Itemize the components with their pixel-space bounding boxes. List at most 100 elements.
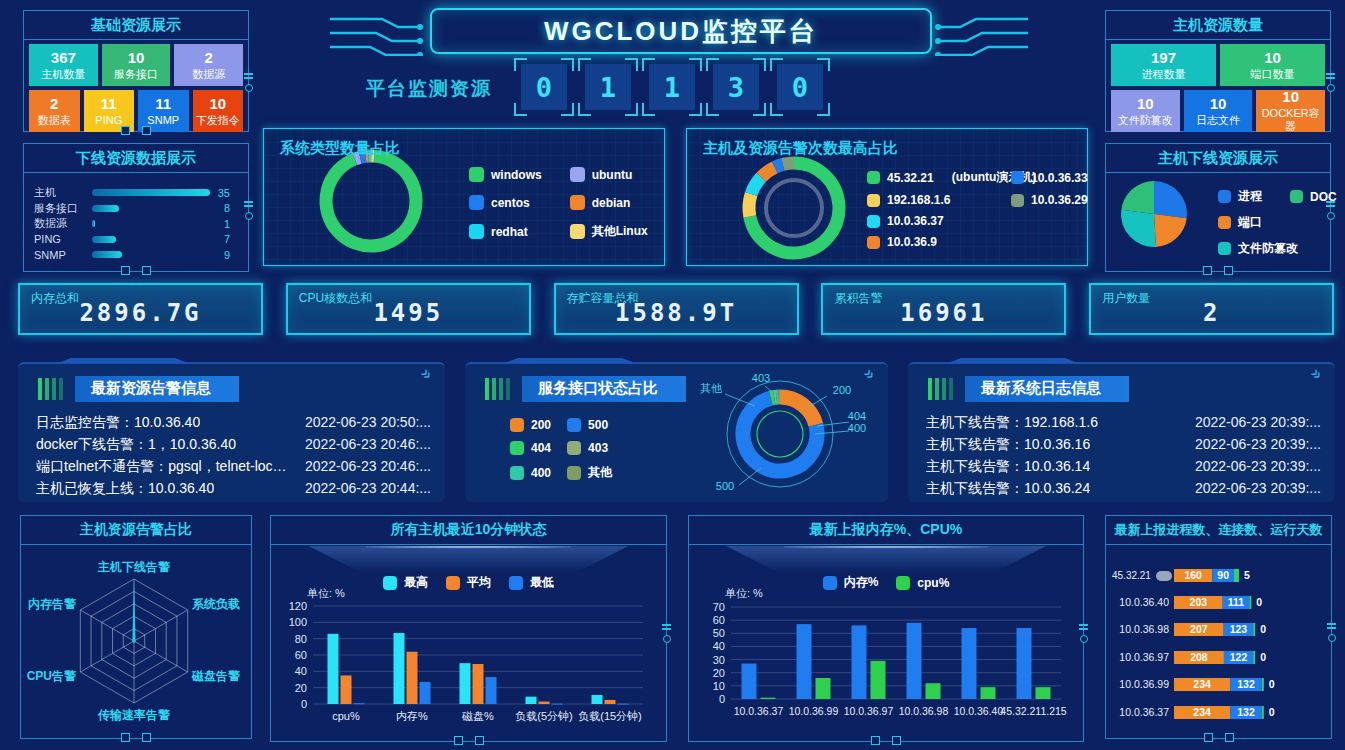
list-item: 端口telnet不通告警：pgsql，telnet-localhost-...2… bbox=[36, 455, 431, 477]
resource-tile: 197进程数量 bbox=[1111, 44, 1216, 86]
legend-item[interactable]: 45.32.21(ubuntu演示机) bbox=[867, 169, 1003, 186]
list-item: 日志监控告警：10.0.36.402022-06-23 20:50:... bbox=[36, 411, 431, 433]
svg-text:122: 122 bbox=[1230, 651, 1248, 663]
knot-decoration bbox=[1079, 624, 1088, 643]
svg-text:内存告警: 内存告警 bbox=[28, 597, 77, 611]
legend-item[interactable]: centos bbox=[469, 195, 542, 210]
legend-item[interactable]: windows bbox=[469, 167, 542, 182]
counter-digit: 1 bbox=[649, 64, 695, 110]
stat-box: 存贮容量总和1588.9T bbox=[554, 283, 799, 335]
stat-box: 用户数量2 bbox=[1089, 283, 1334, 335]
svg-text:CPU告警: CPU告警 bbox=[27, 669, 77, 683]
bottom-squares-decoration bbox=[871, 736, 901, 745]
monitor-resources-label: 平台监测资源 bbox=[366, 76, 492, 102]
svg-text:主机下线告警: 主机下线告警 bbox=[97, 560, 171, 574]
knot-decoration bbox=[1326, 201, 1335, 220]
panel-host-offline: 主机下线资源展示 进程端口文件防篡改DOC bbox=[1105, 143, 1331, 272]
legend-item[interactable]: 10.0.36.29 bbox=[1011, 193, 1088, 207]
green-bars-icon bbox=[928, 378, 953, 400]
svg-text:0: 0 bbox=[1260, 651, 1266, 663]
svg-text:10: 10 bbox=[713, 680, 725, 692]
legend-item[interactable]: 10.0.36.9 bbox=[867, 235, 1003, 249]
knot-decoration bbox=[1327, 623, 1336, 642]
panel-title-badge: 最新系统日志信息 bbox=[965, 376, 1129, 402]
list-item: 主机下线告警：192.168.1.62022-06-23 20:39:... bbox=[926, 411, 1321, 433]
legend-item[interactable]: 403 bbox=[567, 441, 612, 455]
svg-text:10.0.36.98: 10.0.36.98 bbox=[1119, 623, 1169, 635]
host-offline-legend: 进程端口文件防篡改DOC bbox=[1218, 188, 1337, 257]
panel-title: 系统类型数量占比 bbox=[280, 139, 400, 158]
panel-alarm-radar: 主机资源告警占比 主机下线告警系统负载磁盘告警传输速率告警CPU告警内存告警 bbox=[20, 515, 252, 739]
panel-system-type: 系统类型数量占比 windows ubuntu centos debian redhat… bbox=[263, 128, 665, 266]
counter-digit: 0 bbox=[777, 64, 823, 110]
resource-tile: 10文件防篡改 bbox=[1111, 90, 1180, 132]
svg-text:100: 100 bbox=[289, 616, 307, 628]
svg-text:208: 208 bbox=[1190, 651, 1208, 663]
panel-latest-alarms: 最新资源告警信息 日志监控告警：10.0.36.402022-06-23 20:… bbox=[18, 362, 445, 502]
counter-digit: 3 bbox=[713, 64, 759, 110]
legend-item[interactable]: 10.0.36.33 bbox=[1011, 169, 1088, 186]
resource-counter: 01130 bbox=[521, 64, 823, 110]
svg-text:10.0.36.97: 10.0.36.97 bbox=[1119, 651, 1169, 663]
circuit-decoration-right bbox=[932, 12, 1028, 56]
legend-item[interactable]: debian bbox=[570, 195, 648, 210]
svg-text:120: 120 bbox=[289, 600, 307, 612]
bottom-squares-decoration bbox=[1204, 733, 1234, 742]
legend-item[interactable]: 404 bbox=[510, 441, 551, 455]
svg-text:0: 0 bbox=[1269, 678, 1275, 690]
svg-text:10.0.36.37: 10.0.36.37 bbox=[734, 705, 784, 717]
green-bars-icon bbox=[38, 378, 63, 400]
legend-item[interactable]: 其他 bbox=[567, 464, 612, 481]
svg-text:200: 200 bbox=[833, 384, 851, 396]
stat-box: 内存总和2896.7G bbox=[18, 283, 263, 335]
svg-text:132: 132 bbox=[1237, 706, 1255, 718]
list-item: 主机已恢复上线：10.0.36.402022-06-23 20:44:... bbox=[36, 477, 431, 499]
legend-item[interactable]: 文件防篡改 bbox=[1218, 240, 1286, 257]
resource-tile: 2数据源 bbox=[174, 44, 243, 86]
panel-host-10min: 所有主机最近10分钟状态 最高平均最低 单位: % 02040608010012… bbox=[270, 515, 667, 742]
knot-decoration bbox=[662, 624, 671, 643]
svg-text:30: 30 bbox=[713, 654, 725, 666]
legend-item[interactable]: 192.168.1.6 bbox=[867, 193, 1003, 207]
svg-text:0: 0 bbox=[1256, 596, 1262, 608]
panel-title: 主机及资源告警次数最高占比 bbox=[703, 139, 898, 158]
svg-text:cpu%: cpu% bbox=[332, 710, 360, 722]
legend-item[interactable]: 500 bbox=[567, 418, 612, 432]
alarm-radar-chart: 主机下线告警系统负载磁盘告警传输速率告警CPU告警内存告警 bbox=[21, 545, 249, 737]
svg-text:45.32.211.215: 45.32.211.215 bbox=[1000, 705, 1067, 717]
svg-text:0: 0 bbox=[1269, 706, 1275, 718]
legend-item[interactable]: ubuntu bbox=[570, 167, 648, 182]
panel-title: 下线资源数据展示 bbox=[24, 144, 248, 173]
legend-item[interactable]: 10.0.36.37 bbox=[867, 214, 1003, 228]
legend-item[interactable]: 200 bbox=[510, 418, 551, 432]
resource-tile: 10端口数量 bbox=[1220, 44, 1325, 86]
panel-title: 最新上报进程数、连接数、运行天数 bbox=[1106, 516, 1331, 545]
legend-item[interactable]: redhat bbox=[469, 223, 542, 240]
panel-service-status: 服务接口状态占比 403其他200404400500 2005004044034… bbox=[465, 362, 888, 502]
knot-decoration bbox=[244, 201, 253, 220]
host-resource-tiles: 197进程数量10端口数量10文件防篡改10日志文件10DOCKER容器 bbox=[1106, 40, 1330, 136]
svg-text:123: 123 bbox=[1230, 623, 1248, 635]
legend-item[interactable]: 进程 bbox=[1218, 188, 1286, 205]
svg-text:内存%: 内存% bbox=[396, 710, 428, 722]
list-item: 主机下线告警：10.0.36.162022-06-23 20:39:... bbox=[926, 433, 1321, 455]
host-10min-bar-chart: 020406080100120cpu%内存%磁盘%负载(5分钟)负载(15分钟) bbox=[271, 516, 666, 741]
legend-item[interactable]: 400 bbox=[510, 464, 551, 481]
latest-memcpu-bar-chart: 01020304050607010.0.36.3710.0.36.9910.0.… bbox=[689, 516, 1083, 741]
resource-tile: 10日志文件 bbox=[1184, 90, 1253, 132]
legend-item[interactable]: 端口 bbox=[1218, 214, 1286, 231]
latest-proc-stacked-chart: 45.32.2116090510.0.36.40203111010.0.36.9… bbox=[1106, 545, 1329, 737]
service-status-legend: 200 500 404 403 400 其他 bbox=[510, 418, 612, 481]
resource-tile: 10下发指令 bbox=[193, 90, 244, 132]
bottom-squares-decoration bbox=[121, 126, 151, 135]
panel-basic-resources: 基础资源展示 367主机数量10服务接口2数据源2数据表11PING11SNMP… bbox=[23, 10, 249, 132]
legend-item[interactable]: 其他Linux bbox=[570, 223, 648, 240]
circuit-decoration-left bbox=[330, 12, 426, 56]
page-title: WGCLOUD监控平台 bbox=[430, 8, 932, 54]
panel-header: 最新系统日志信息 bbox=[908, 364, 1335, 402]
resource-tile: 367主机数量 bbox=[29, 44, 98, 86]
panel-title: 主机下线资源展示 bbox=[1106, 144, 1330, 173]
bottom-squares-decoration bbox=[121, 733, 151, 742]
svg-text:234: 234 bbox=[1193, 706, 1211, 718]
svg-text:90: 90 bbox=[1217, 569, 1229, 581]
